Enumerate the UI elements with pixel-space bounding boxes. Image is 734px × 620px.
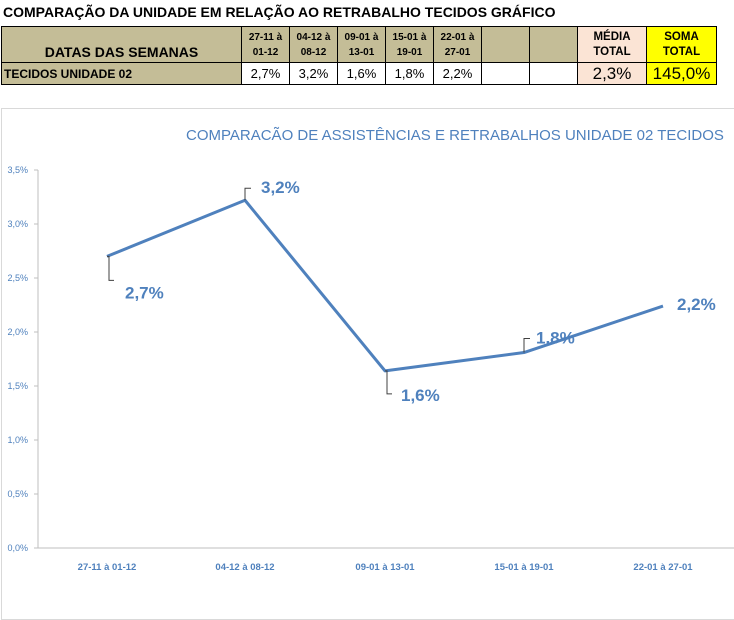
value-week-1: 2,7% — [250, 66, 281, 81]
week-4-line1: 15-01 à — [392, 31, 427, 43]
x-tick-label: 15-01 à 19-01 — [494, 562, 554, 573]
series-line — [106, 198, 664, 373]
data-label-leader — [107, 255, 114, 281]
y-tick-label: 3,0% — [7, 219, 28, 229]
soma-header-cell[interactable]: SOMA TOTAL — [646, 26, 717, 63]
data-labels: 2,7% 3,2% 1,6% 1,8% 2,2% — [107, 178, 716, 405]
data-label-leader — [523, 338, 530, 353]
x-tick-label: 22-01 à 27-01 — [633, 562, 693, 573]
week-header-cell[interactable]: 22-01 à 27-01 — [433, 26, 482, 63]
week-header-cell[interactable]: 04-12 à 08-12 — [289, 26, 338, 63]
empty-header-cell[interactable] — [529, 26, 578, 63]
data-label: 3,2% — [261, 178, 300, 197]
sheet-title: COMPARAÇÃO DA UNIDADE EM RELAÇÃO AO RETR… — [3, 4, 556, 20]
row-label-cell[interactable]: TECIDOS UNIDADE 02 — [1, 62, 242, 85]
media-value-cell[interactable]: 2,3% — [577, 62, 647, 85]
x-tick-label: 04-12 à 08-12 — [215, 562, 274, 573]
week-header-cell[interactable]: 15-01 à 19-01 — [385, 26, 434, 63]
week-3-line2: 13-01 — [348, 46, 375, 58]
value-cell[interactable]: 1,8% — [385, 62, 434, 85]
week-5-line2: 27-01 — [444, 46, 471, 58]
value-week-4: 1,8% — [394, 66, 425, 81]
data-label-leader — [385, 370, 392, 395]
soma-value-cell[interactable]: 145,0% — [646, 62, 717, 85]
week-3-line1: 09-01 à — [344, 31, 379, 43]
header-label: DATAS DAS SEMANAS — [44, 43, 199, 60]
chart-axes — [37, 170, 734, 549]
data-label-leader — [244, 187, 251, 201]
media-label-2: TOTAL — [593, 45, 631, 58]
soma-label-2: TOTAL — [662, 45, 701, 58]
media-label-1: MÉDIA — [593, 30, 631, 43]
y-tick-label: 1,0% — [7, 435, 28, 445]
media-value: 2,3% — [592, 63, 632, 83]
value-week-2: 3,2% — [298, 66, 329, 81]
data-label: 1,8% — [536, 329, 575, 348]
week-1-line2: 01-12 — [252, 46, 279, 58]
soma-value: 145,0% — [652, 63, 711, 83]
data-label: 2,2% — [677, 295, 716, 314]
value-week-3: 1,6% — [346, 66, 377, 81]
x-tick-label: 09-01 à 13-01 — [355, 562, 415, 573]
y-tick-label: 3,5% — [7, 165, 28, 175]
y-tick-label: 1,5% — [7, 381, 28, 391]
soma-label-1: SOMA — [664, 30, 699, 43]
week-1-line1: 27-11 à — [248, 31, 283, 43]
week-4-line2: 19-01 — [396, 46, 423, 58]
media-header-cell[interactable]: MÉDIA TOTAL — [577, 26, 647, 63]
data-label: 1,6% — [401, 386, 440, 405]
y-tick-labels: 0,0% 0,5% 1,0% 1,5% 2,0% 2,5% 3,0% 3,5% — [7, 165, 38, 553]
y-tick-label: 2,5% — [7, 273, 28, 283]
week-2-line2: 08-12 — [300, 46, 327, 58]
y-tick-label: 0,5% — [7, 489, 28, 499]
empty-header-cell[interactable] — [481, 26, 530, 63]
data-label: 2,7% — [125, 283, 164, 302]
x-tick-label: 27-11 à 01-12 — [78, 562, 137, 573]
week-header-cell[interactable]: 27-11 à 01-12 — [241, 26, 290, 63]
value-cell[interactable]: 2,2% — [433, 62, 482, 85]
row-label: TECIDOS UNIDADE 02 — [4, 66, 133, 81]
week-5-line1: 22-01 à — [440, 31, 475, 43]
week-2-line1: 04-12 à — [296, 31, 331, 43]
y-tick-label: 2,0% — [7, 327, 28, 337]
x-tick-labels: 27-11 à 01-12 04-12 à 08-12 09-01 à 13-01 1… — [78, 562, 694, 573]
series-line-group — [106, 198, 664, 373]
summary-table: DATAS DAS SEMANAS 27-11 à 01-12 04-12 à 08… — [1, 26, 717, 85]
value-week-5: 2,2% — [442, 66, 473, 81]
chart-title: COMPARACÃO DE ASSISTÊNCIAS E RETRABALHOS… — [186, 127, 724, 144]
y-tick-label: 0,0% — [7, 543, 28, 553]
